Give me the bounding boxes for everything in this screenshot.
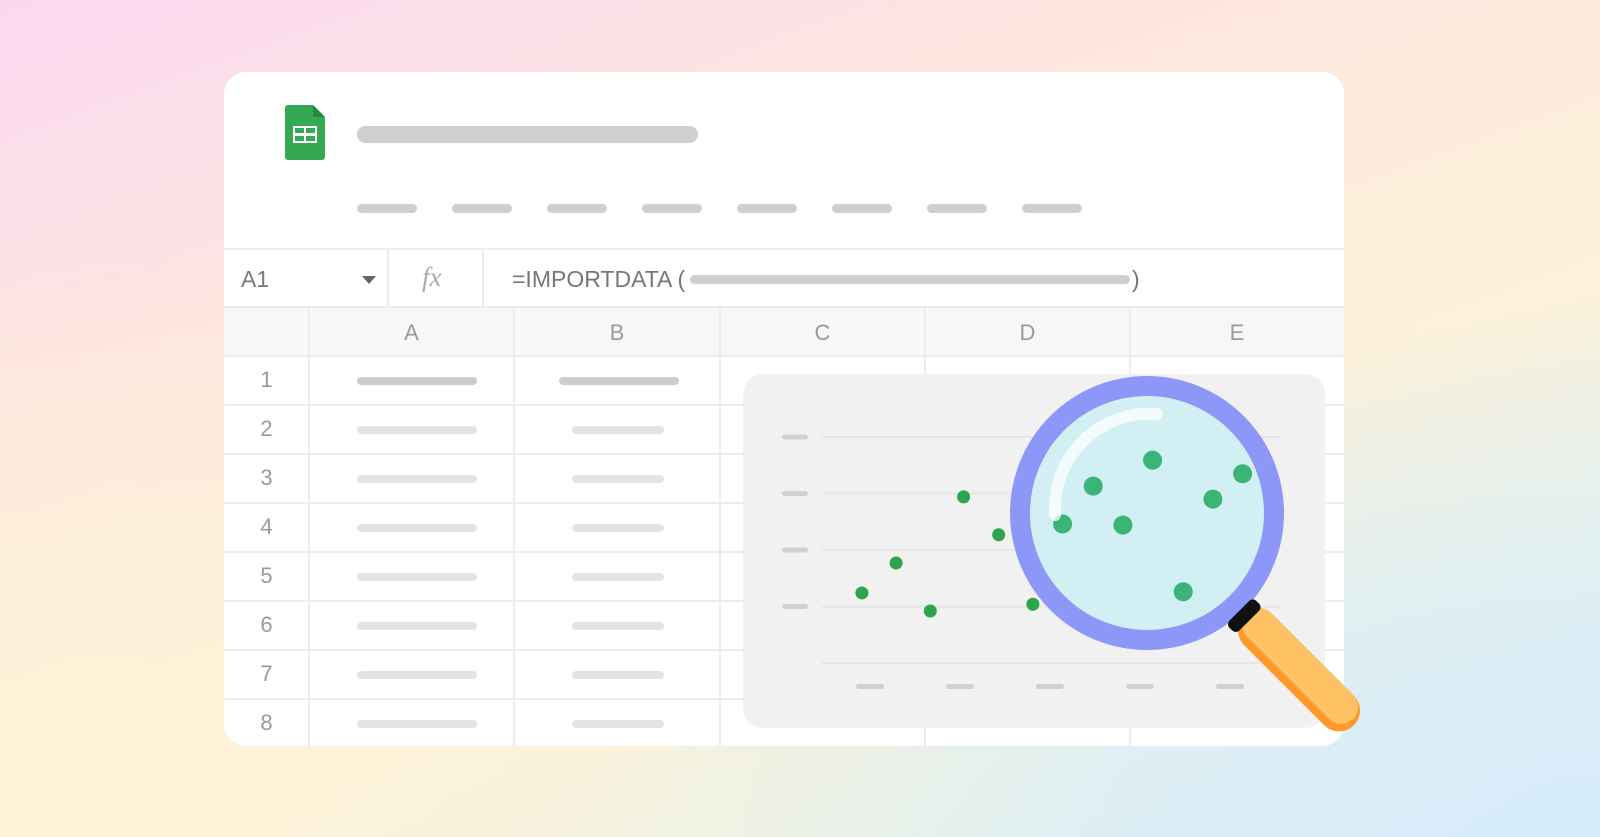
y-tick-label-placeholder — [782, 491, 808, 496]
row-header-5[interactable]: 5 — [260, 563, 273, 588]
cell-a8-placeholder[interactable] — [357, 720, 477, 728]
column-divider — [513, 308, 515, 746]
data-point — [1143, 450, 1163, 470]
handle-part — [1227, 599, 1261, 633]
data-point — [1233, 464, 1253, 484]
magnifier-lens — [1020, 386, 1274, 640]
divider — [224, 306, 1344, 308]
data-point — [889, 556, 903, 570]
y-tick-label-placeholder — [782, 547, 808, 553]
row-header-6[interactable]: 6 — [260, 612, 273, 637]
cell-b8-placeholder[interactable] — [572, 720, 664, 728]
data-point — [1083, 476, 1103, 496]
menu-item-placeholder[interactable] — [452, 204, 512, 213]
handle-part — [1242, 607, 1359, 724]
formula-prefix: =IMPORTDATA ( — [512, 266, 686, 292]
y-tick-label-placeholder — [782, 604, 808, 609]
cell-a1-placeholder[interactable] — [357, 377, 477, 385]
data-point — [1173, 582, 1193, 602]
data-point — [992, 528, 1006, 542]
cell-a7-placeholder[interactable] — [357, 671, 477, 679]
magnifier-ring — [1010, 376, 1284, 650]
x-tick-label-placeholder — [1126, 684, 1154, 689]
x-tick-label-placeholder — [946, 684, 974, 689]
formula-input[interactable]: =IMPORTDATA ( ) — [512, 266, 1152, 296]
column-header-b[interactable]: B — [609, 320, 625, 345]
data-point — [957, 490, 971, 504]
column-header-row — [224, 308, 1344, 355]
divider — [387, 248, 389, 306]
cell-b2-placeholder[interactable] — [572, 426, 664, 434]
cell-b6-placeholder[interactable] — [572, 622, 664, 630]
cell-b1-placeholder[interactable] — [559, 377, 679, 385]
name-box[interactable]: A1 — [241, 266, 270, 292]
magnifier-handle — [1227, 599, 1361, 732]
cell-a3-placeholder[interactable] — [357, 475, 477, 483]
menu-item-placeholder[interactable] — [927, 204, 987, 213]
cell-a4-placeholder[interactable] — [357, 524, 477, 532]
menu-item-placeholder[interactable] — [547, 204, 607, 213]
column-header-c[interactable]: C — [814, 320, 831, 345]
column-header-e[interactable]: E — [1229, 320, 1245, 345]
sheets-logo — [285, 105, 325, 160]
y-tick-label-placeholder — [782, 434, 808, 440]
row-header-7[interactable]: 7 — [260, 661, 273, 686]
cell-a2-placeholder[interactable] — [357, 426, 477, 434]
x-tick-label-placeholder — [1216, 684, 1244, 689]
menu-item-placeholder[interactable] — [357, 204, 417, 213]
document-title-placeholder[interactable] — [357, 126, 698, 143]
row-divider — [224, 355, 1344, 357]
row-header-4[interactable]: 4 — [260, 514, 273, 539]
row-header-8[interactable]: 8 — [260, 710, 273, 735]
column-divider — [719, 308, 721, 746]
lens-glare — [1048, 407, 1163, 521]
formula-suffix: ) — [1132, 266, 1140, 292]
data-point — [855, 586, 869, 600]
menu-item-placeholder[interactable] — [832, 204, 892, 213]
cell-b4-placeholder[interactable] — [572, 524, 664, 532]
cell-b7-placeholder[interactable] — [572, 671, 664, 679]
column-header-d[interactable]: D — [1019, 320, 1036, 345]
chevron-down-icon[interactable] — [362, 276, 376, 284]
column-header-a[interactable]: A — [404, 320, 419, 345]
row-header-1[interactable]: 1 — [260, 367, 273, 392]
x-tick-label-placeholder — [856, 684, 884, 689]
row-header-3[interactable]: 3 — [260, 465, 273, 490]
fx-icon: fx — [422, 262, 442, 292]
cell-a6-placeholder[interactable] — [357, 622, 477, 630]
data-point — [1026, 597, 1040, 611]
row-header-2[interactable]: 2 — [260, 416, 273, 441]
menu-item-placeholder[interactable] — [737, 204, 797, 213]
cell-b5-placeholder[interactable] — [572, 573, 664, 581]
data-point — [923, 604, 937, 618]
column-divider — [308, 308, 310, 746]
data-point — [1113, 515, 1133, 535]
menu-item-placeholder[interactable] — [642, 204, 702, 213]
divider — [482, 248, 484, 306]
menu-item-placeholder[interactable] — [1022, 204, 1082, 213]
cell-a5-placeholder[interactable] — [357, 573, 477, 581]
cell-b3-placeholder[interactable] — [572, 475, 664, 483]
data-point — [1203, 489, 1223, 509]
url-placeholder — [690, 275, 1130, 284]
x-tick-label-placeholder — [1036, 684, 1064, 689]
divider — [224, 248, 1344, 250]
